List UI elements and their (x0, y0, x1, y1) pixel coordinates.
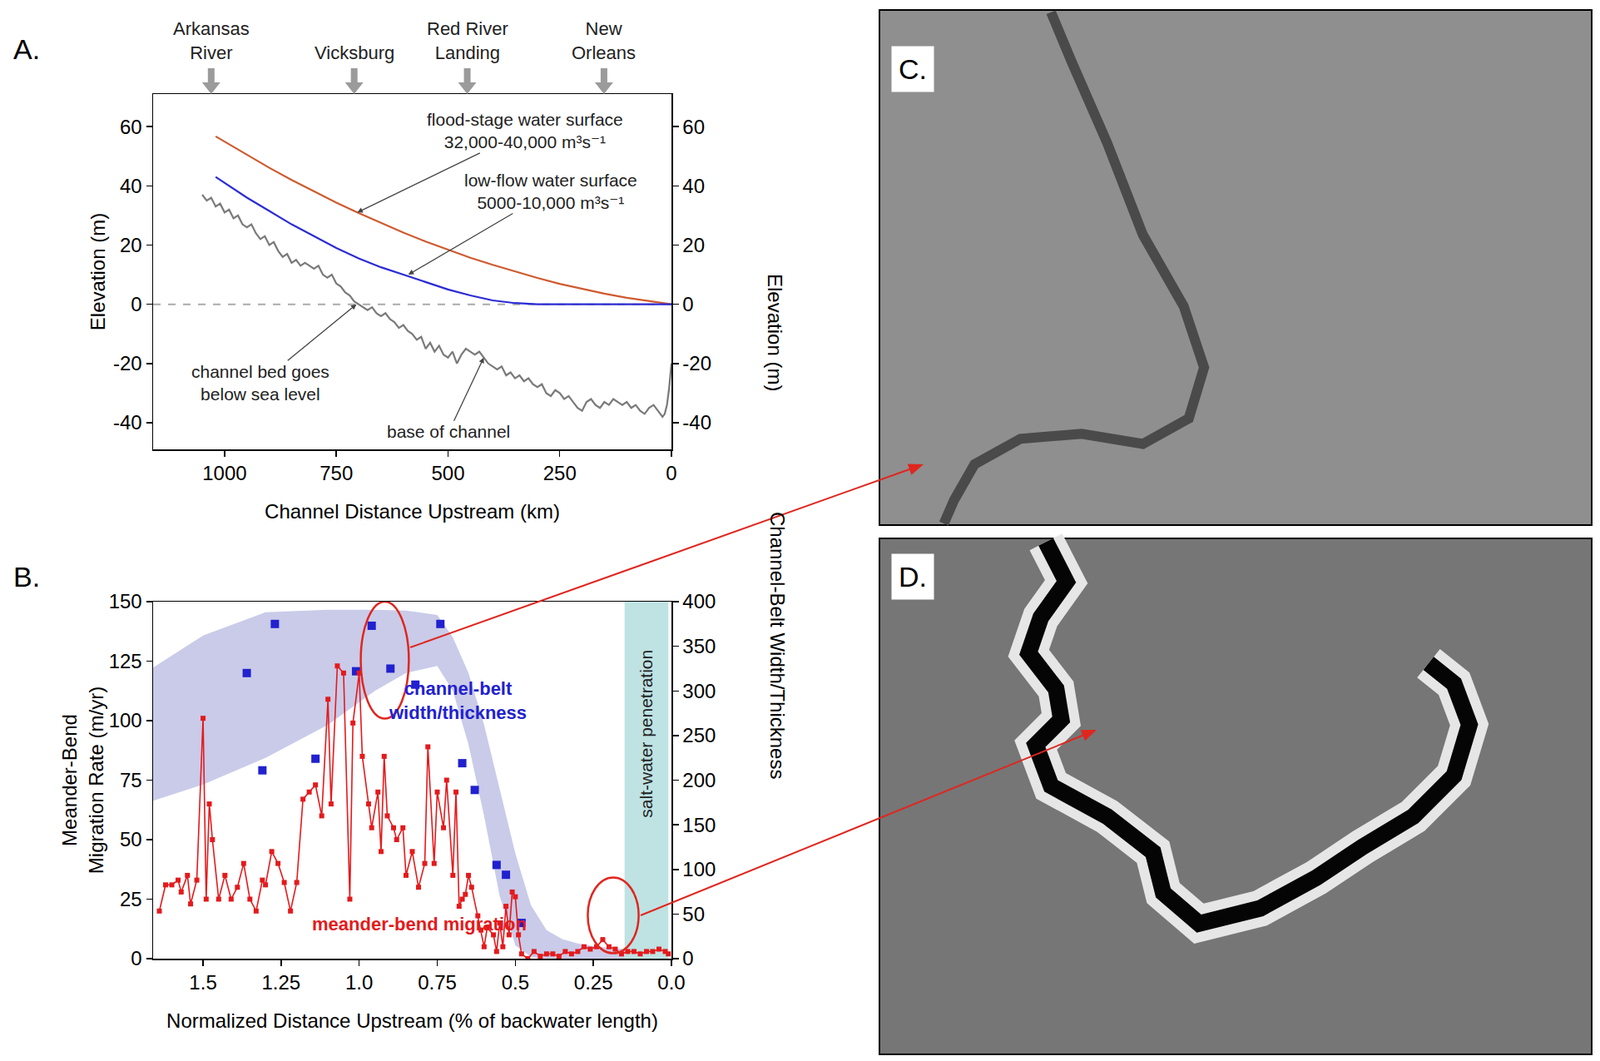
svg-text:750: 750 (319, 461, 353, 485)
svg-text:500: 500 (430, 461, 465, 485)
svg-text:50: 50 (119, 827, 143, 851)
svg-text:150: 150 (682, 813, 716, 837)
svg-text:250: 250 (543, 461, 577, 485)
svg-text:125: 125 (108, 649, 143, 673)
svg-text:low-flow water surface5000-10,: low-flow water surface5000-10,000 m³s⁻¹ (464, 170, 638, 213)
svg-text:0.25: 0.25 (574, 970, 614, 994)
svg-text:C.: C. (898, 53, 927, 85)
svg-text:salt-water penetration: salt-water penetration (636, 649, 656, 818)
svg-text:1000: 1000 (202, 461, 247, 485)
svg-text:200: 200 (682, 768, 716, 792)
svg-text:-20: -20 (113, 351, 143, 375)
svg-text:Normalized Distance Upstream (: Normalized Distance Upstream (% of backw… (166, 1009, 659, 1032)
svg-text:60: 60 (119, 115, 143, 139)
svg-text:25: 25 (119, 887, 143, 911)
svg-text:Red RiverLanding: Red RiverLanding (426, 18, 509, 64)
svg-text:350: 350 (682, 634, 716, 658)
svg-text:100: 100 (108, 708, 143, 732)
svg-text:A.: A. (13, 33, 40, 65)
svg-text:flood-stage water surface32,00: flood-stage water surface32,000-40,000 m… (426, 109, 624, 152)
svg-text:1.25: 1.25 (262, 970, 302, 994)
svg-text:D.: D. (898, 560, 927, 593)
svg-text:300: 300 (682, 679, 716, 703)
svg-text:-40: -40 (113, 411, 143, 434)
svg-text:channel-beltwidth/thickness: channel-beltwidth/thickness (388, 678, 527, 724)
svg-text:20: 20 (119, 233, 143, 257)
svg-text:40: 40 (119, 174, 143, 198)
svg-text:400: 400 (682, 589, 716, 613)
svg-text:NewOrleans: NewOrleans (571, 18, 636, 64)
svg-text:100: 100 (682, 857, 716, 881)
svg-text:meander-bend migration: meander-bend migration (312, 913, 527, 935)
svg-text:Elevation (m): Elevation (m) (763, 273, 787, 392)
svg-text:-40: -40 (682, 411, 712, 434)
svg-text:1.0: 1.0 (345, 970, 373, 994)
svg-text:ArkansasRiver: ArkansasRiver (173, 18, 250, 64)
svg-text:75: 75 (119, 768, 143, 792)
svg-text:0.5: 0.5 (501, 970, 530, 994)
svg-text:40: 40 (682, 174, 705, 198)
svg-text:150: 150 (108, 589, 143, 613)
svg-text:1.5: 1.5 (188, 970, 217, 994)
svg-text:0: 0 (682, 292, 694, 316)
svg-text:B.: B. (13, 560, 40, 593)
svg-text:50: 50 (682, 902, 705, 926)
svg-text:250: 250 (682, 723, 716, 747)
svg-text:0.0: 0.0 (657, 970, 685, 994)
svg-text:0: 0 (130, 292, 142, 316)
svg-text:0: 0 (665, 461, 677, 485)
svg-text:0: 0 (682, 946, 694, 970)
svg-text:0.75: 0.75 (417, 970, 457, 994)
svg-text:base of channel: base of channel (386, 421, 511, 441)
svg-text:Vicksburg: Vicksburg (314, 42, 395, 64)
svg-text:60: 60 (682, 115, 705, 139)
svg-text:Elevation (m): Elevation (m) (86, 213, 109, 331)
svg-text:20: 20 (682, 233, 705, 257)
svg-text:0: 0 (130, 946, 142, 970)
svg-text:Meander-BendMigration Rate (m/: Meander-BendMigration Rate (m/yr) (58, 686, 107, 874)
svg-text:-20: -20 (682, 351, 712, 375)
svg-text:channel bed goesbelow sea leve: channel bed goesbelow sea level (191, 361, 330, 404)
svg-text:Channel-Belt Width/Thickness: Channel-Belt Width/Thickness (766, 511, 789, 779)
svg-text:Channel Distance Upstream (km): Channel Distance Upstream (km) (264, 500, 560, 523)
